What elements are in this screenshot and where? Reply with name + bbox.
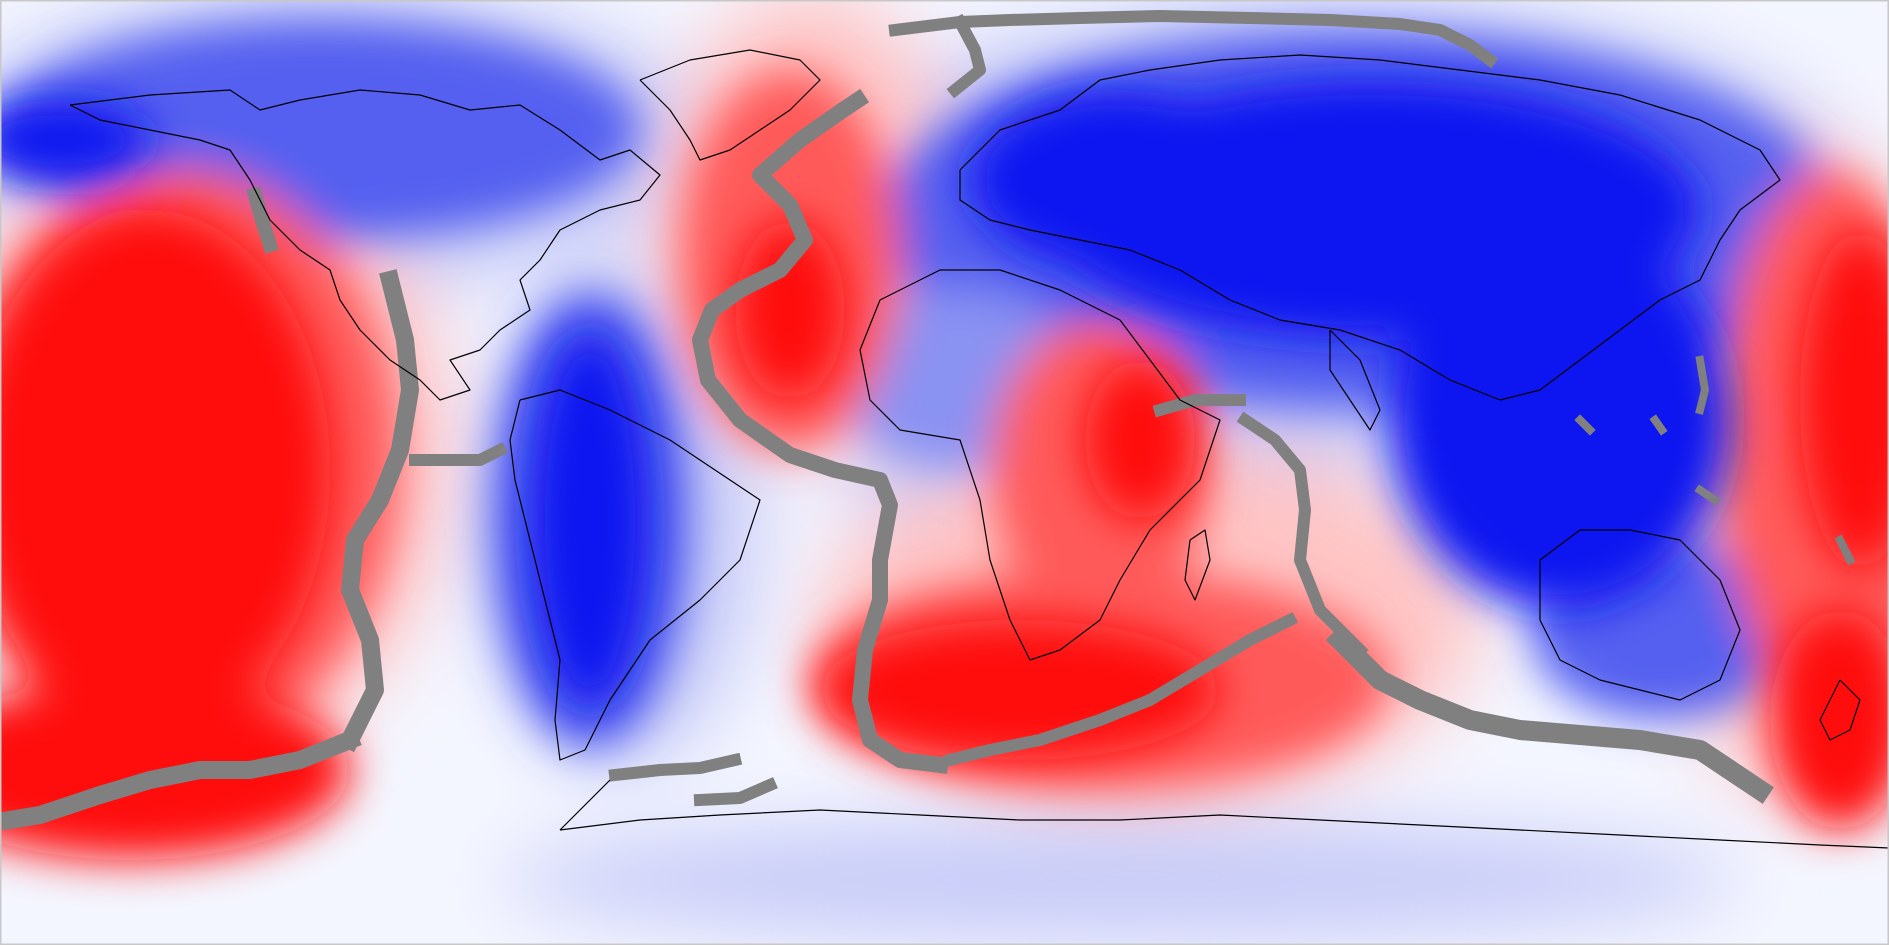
ridge-mask-layer	[0, 10, 1856, 831]
antarctic-peninsula-coastline	[559, 779, 611, 831]
strong-blue-region	[0, 100, 150, 180]
eurasia-coastline	[959, 54, 1781, 401]
greenland-coastline	[639, 49, 821, 161]
madagascar-coastline	[1184, 529, 1211, 601]
chile-rise	[409, 441, 509, 466]
juan-de-fuca-ridge	[246, 186, 279, 254]
east-pacific-rise	[337, 269, 419, 753]
antarctica-coastline	[559, 809, 1889, 849]
carlsberg-ridge	[1152, 394, 1369, 659]
southwest-indian-ridge	[942, 611, 1299, 768]
africa-coastline	[859, 269, 1221, 661]
mid-atlantic-ridge	[692, 88, 949, 774]
light-blue-region	[500, 820, 1740, 940]
strong-red-region	[1800, 230, 1889, 570]
pacific-antarctic-ridge	[0, 728, 362, 831]
strong-red-region	[1770, 610, 1889, 830]
western-pacific-fragments	[1574, 355, 1721, 506]
new-zealand-coastline	[1819, 679, 1861, 741]
india-coastline	[1329, 329, 1381, 431]
scotia-arc	[608, 752, 778, 807]
strong-blue-region	[1390, 230, 1730, 610]
coastline-layer	[69, 49, 1889, 849]
strong-blue-region	[530, 330, 650, 710]
southeast-indian-ridge	[1325, 625, 1774, 804]
strong-blue-region	[970, 90, 1270, 270]
strong-red-region	[820, 620, 1220, 760]
australia-coastline	[1539, 529, 1741, 701]
arctic-ridge-branch	[946, 13, 986, 99]
south-america-coastline	[509, 389, 761, 761]
strong-red-region	[735, 220, 845, 400]
north-america-coastline	[69, 89, 661, 401]
tonga-fragment	[1834, 534, 1856, 566]
strong-red-region	[1085, 360, 1195, 520]
strong-red-region	[0, 210, 330, 730]
arctic-ridge	[888, 10, 1499, 69]
